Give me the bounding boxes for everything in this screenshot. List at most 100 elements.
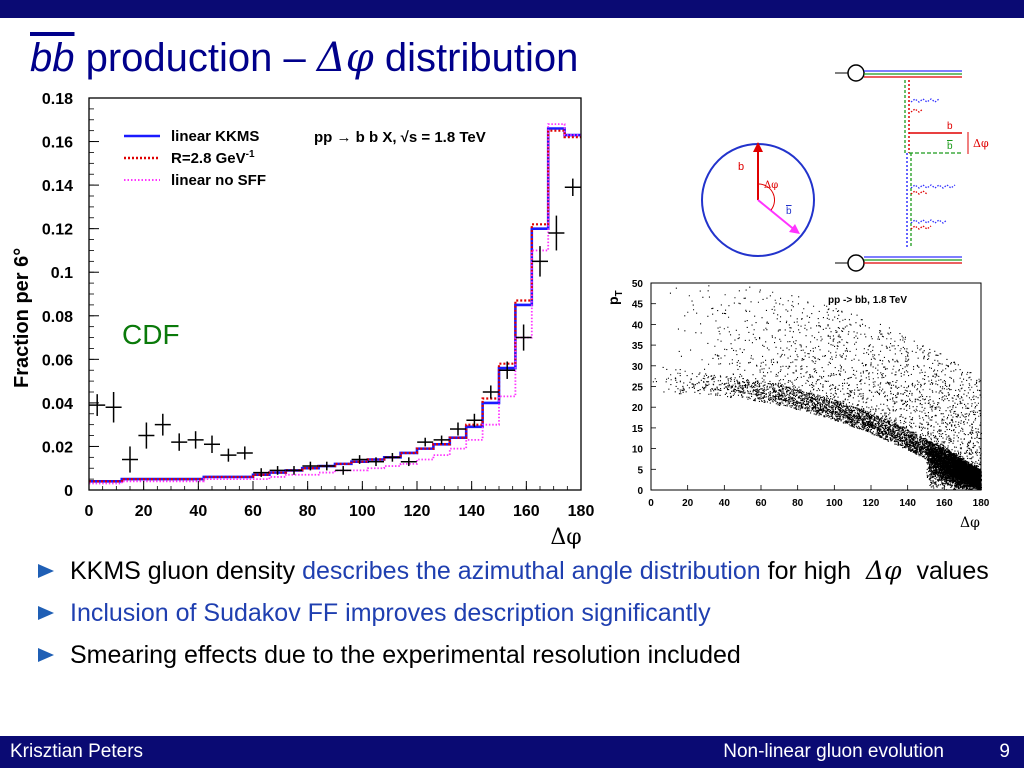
y-tick-label: 0.16 xyxy=(42,135,73,152)
scatter-x-tick-label: 120 xyxy=(863,498,880,509)
data-point xyxy=(318,461,335,471)
footer-talk-title: Non-linear gluon evolution xyxy=(723,741,944,762)
scatter-y-tick-label: 40 xyxy=(632,320,644,331)
circle-b-label: b xyxy=(738,161,744,173)
circle-dphi-label: Δφ xyxy=(764,180,778,191)
scatter-x-tick-label: 140 xyxy=(899,498,916,509)
y-tick-label: 0.02 xyxy=(42,439,73,456)
x-tick-label: 40 xyxy=(189,503,207,520)
data-point xyxy=(499,361,516,379)
data-point xyxy=(515,324,532,351)
title-greek: Δφ xyxy=(316,35,374,81)
bullet-2: Inclusion of Sudakov FF improves descrip… xyxy=(38,597,998,629)
x-tick-label: 140 xyxy=(458,503,485,520)
y-tick-label: 0.04 xyxy=(42,396,73,413)
x-tick-label: 120 xyxy=(404,503,431,520)
y-tick-label: 0 xyxy=(64,483,73,500)
data-point xyxy=(122,446,138,473)
data-point xyxy=(138,422,155,449)
data-point xyxy=(204,435,220,453)
legend-nosff: linear no SFF xyxy=(171,172,266,189)
y-tick-label: 0.18 xyxy=(42,91,73,108)
y-tick-label: 0.12 xyxy=(42,222,73,239)
y-tick-label: 0.06 xyxy=(42,352,73,369)
x-tick-label: 60 xyxy=(244,503,262,520)
data-point xyxy=(384,452,401,462)
title-end: distribution xyxy=(373,36,579,80)
bb-production-diagram: b b Δφ xyxy=(835,64,989,272)
y-tick-label: 0.08 xyxy=(42,309,73,326)
circle-bbar-label: b xyxy=(786,206,792,217)
data-point xyxy=(171,433,188,451)
bullet-3: Smearing effects due to the experimental… xyxy=(38,639,998,671)
diagram-dphi-label: Δφ xyxy=(973,137,989,150)
scatter-title: pp -> bb, 1.8 TeV xyxy=(828,295,907,306)
data-point xyxy=(482,385,499,399)
bullet-3-text: Smearing effects due to the experimental… xyxy=(70,641,741,669)
data-point xyxy=(154,413,171,436)
scatter-y-tick-label: 15 xyxy=(632,424,644,435)
x-tick-label: 80 xyxy=(299,503,317,520)
scatter-y-tick-label: 5 xyxy=(637,465,643,476)
data-point xyxy=(368,457,384,467)
data-point xyxy=(564,178,581,196)
data-point xyxy=(105,392,122,423)
legend: linear KKMS R=2.8 GeV-1 linear no SFF xyxy=(124,128,266,189)
data-point xyxy=(548,215,565,251)
bullet-1-text-b: describes the azimuthal angle distributi… xyxy=(302,557,761,585)
scatter-x-tick-label: 180 xyxy=(973,498,990,509)
data-point xyxy=(335,466,352,475)
bullet-1-text-c: for high xyxy=(760,557,858,585)
scatter-x-tick-label: 0 xyxy=(648,498,654,509)
bullet-list: KKMS gluon density describes the azimuth… xyxy=(38,555,998,681)
scatter-y-tick-label: 45 xyxy=(632,300,644,311)
x-tick-label: 180 xyxy=(568,503,595,520)
azimuth-circle-diagram: b Δφ b xyxy=(701,142,815,257)
histogram-x-label: Δφ xyxy=(550,525,581,550)
scatter-y-tick-label: 50 xyxy=(632,279,644,290)
data-point xyxy=(253,468,270,477)
data-point xyxy=(286,466,302,475)
scatter-x-tick-label: 20 xyxy=(682,498,694,509)
x-tick-label: 100 xyxy=(349,503,376,520)
footer-author: Krisztian Peters xyxy=(10,741,144,762)
x-tick-label: 160 xyxy=(513,503,540,520)
data-point xyxy=(417,437,434,447)
header-bar xyxy=(0,0,1024,18)
title-mid: production – xyxy=(74,36,317,80)
scatter-x-tick-label: 160 xyxy=(936,498,953,509)
scatter-y-tick-label: 35 xyxy=(632,341,644,352)
data-point xyxy=(400,457,417,467)
footer-bar: Krisztian Peters Non-linear gluon evolut… xyxy=(0,736,1024,768)
scatter-y-tick-label: 25 xyxy=(632,383,644,394)
process-label: pp → b b X, √s = 1.8 TeV xyxy=(314,129,486,146)
data-point xyxy=(433,435,450,445)
x-tick-label: 20 xyxy=(135,503,153,520)
scatter-x-tick-label: 80 xyxy=(792,498,804,509)
scatter-x-tick-label: 40 xyxy=(719,498,731,509)
data-point xyxy=(302,461,319,471)
histogram-series-1 xyxy=(89,129,581,483)
footer-page-number: 9 xyxy=(999,741,1010,762)
proton-bottom xyxy=(847,254,865,272)
data-point xyxy=(351,455,368,464)
x-tick-label: 0 xyxy=(85,503,94,520)
diagram-bbar-label: b xyxy=(947,141,953,152)
legend-r28: R=2.8 GeV-1 xyxy=(171,149,255,167)
cdf-label: CDF xyxy=(122,319,180,350)
data-point xyxy=(187,431,204,449)
bullet-1: KKMS gluon density describes the azimuth… xyxy=(38,555,998,587)
data-point xyxy=(532,246,548,277)
scatter-y-tick-label: 10 xyxy=(632,445,644,456)
y-tick-label: 0.14 xyxy=(42,178,73,195)
data-point xyxy=(220,448,237,462)
scatter-y-tick-label: 20 xyxy=(632,403,644,414)
title-bb: bb xyxy=(30,36,75,80)
histogram-series-0 xyxy=(89,127,581,483)
bullet-arrow-icon xyxy=(38,564,54,578)
histogram-series-2 xyxy=(89,123,581,485)
histogram-y-label: Fraction per 6° xyxy=(11,248,33,388)
data-point xyxy=(450,422,466,436)
scatter-x-label: Δφ xyxy=(960,515,980,531)
diagram-b-label: b xyxy=(947,121,953,132)
